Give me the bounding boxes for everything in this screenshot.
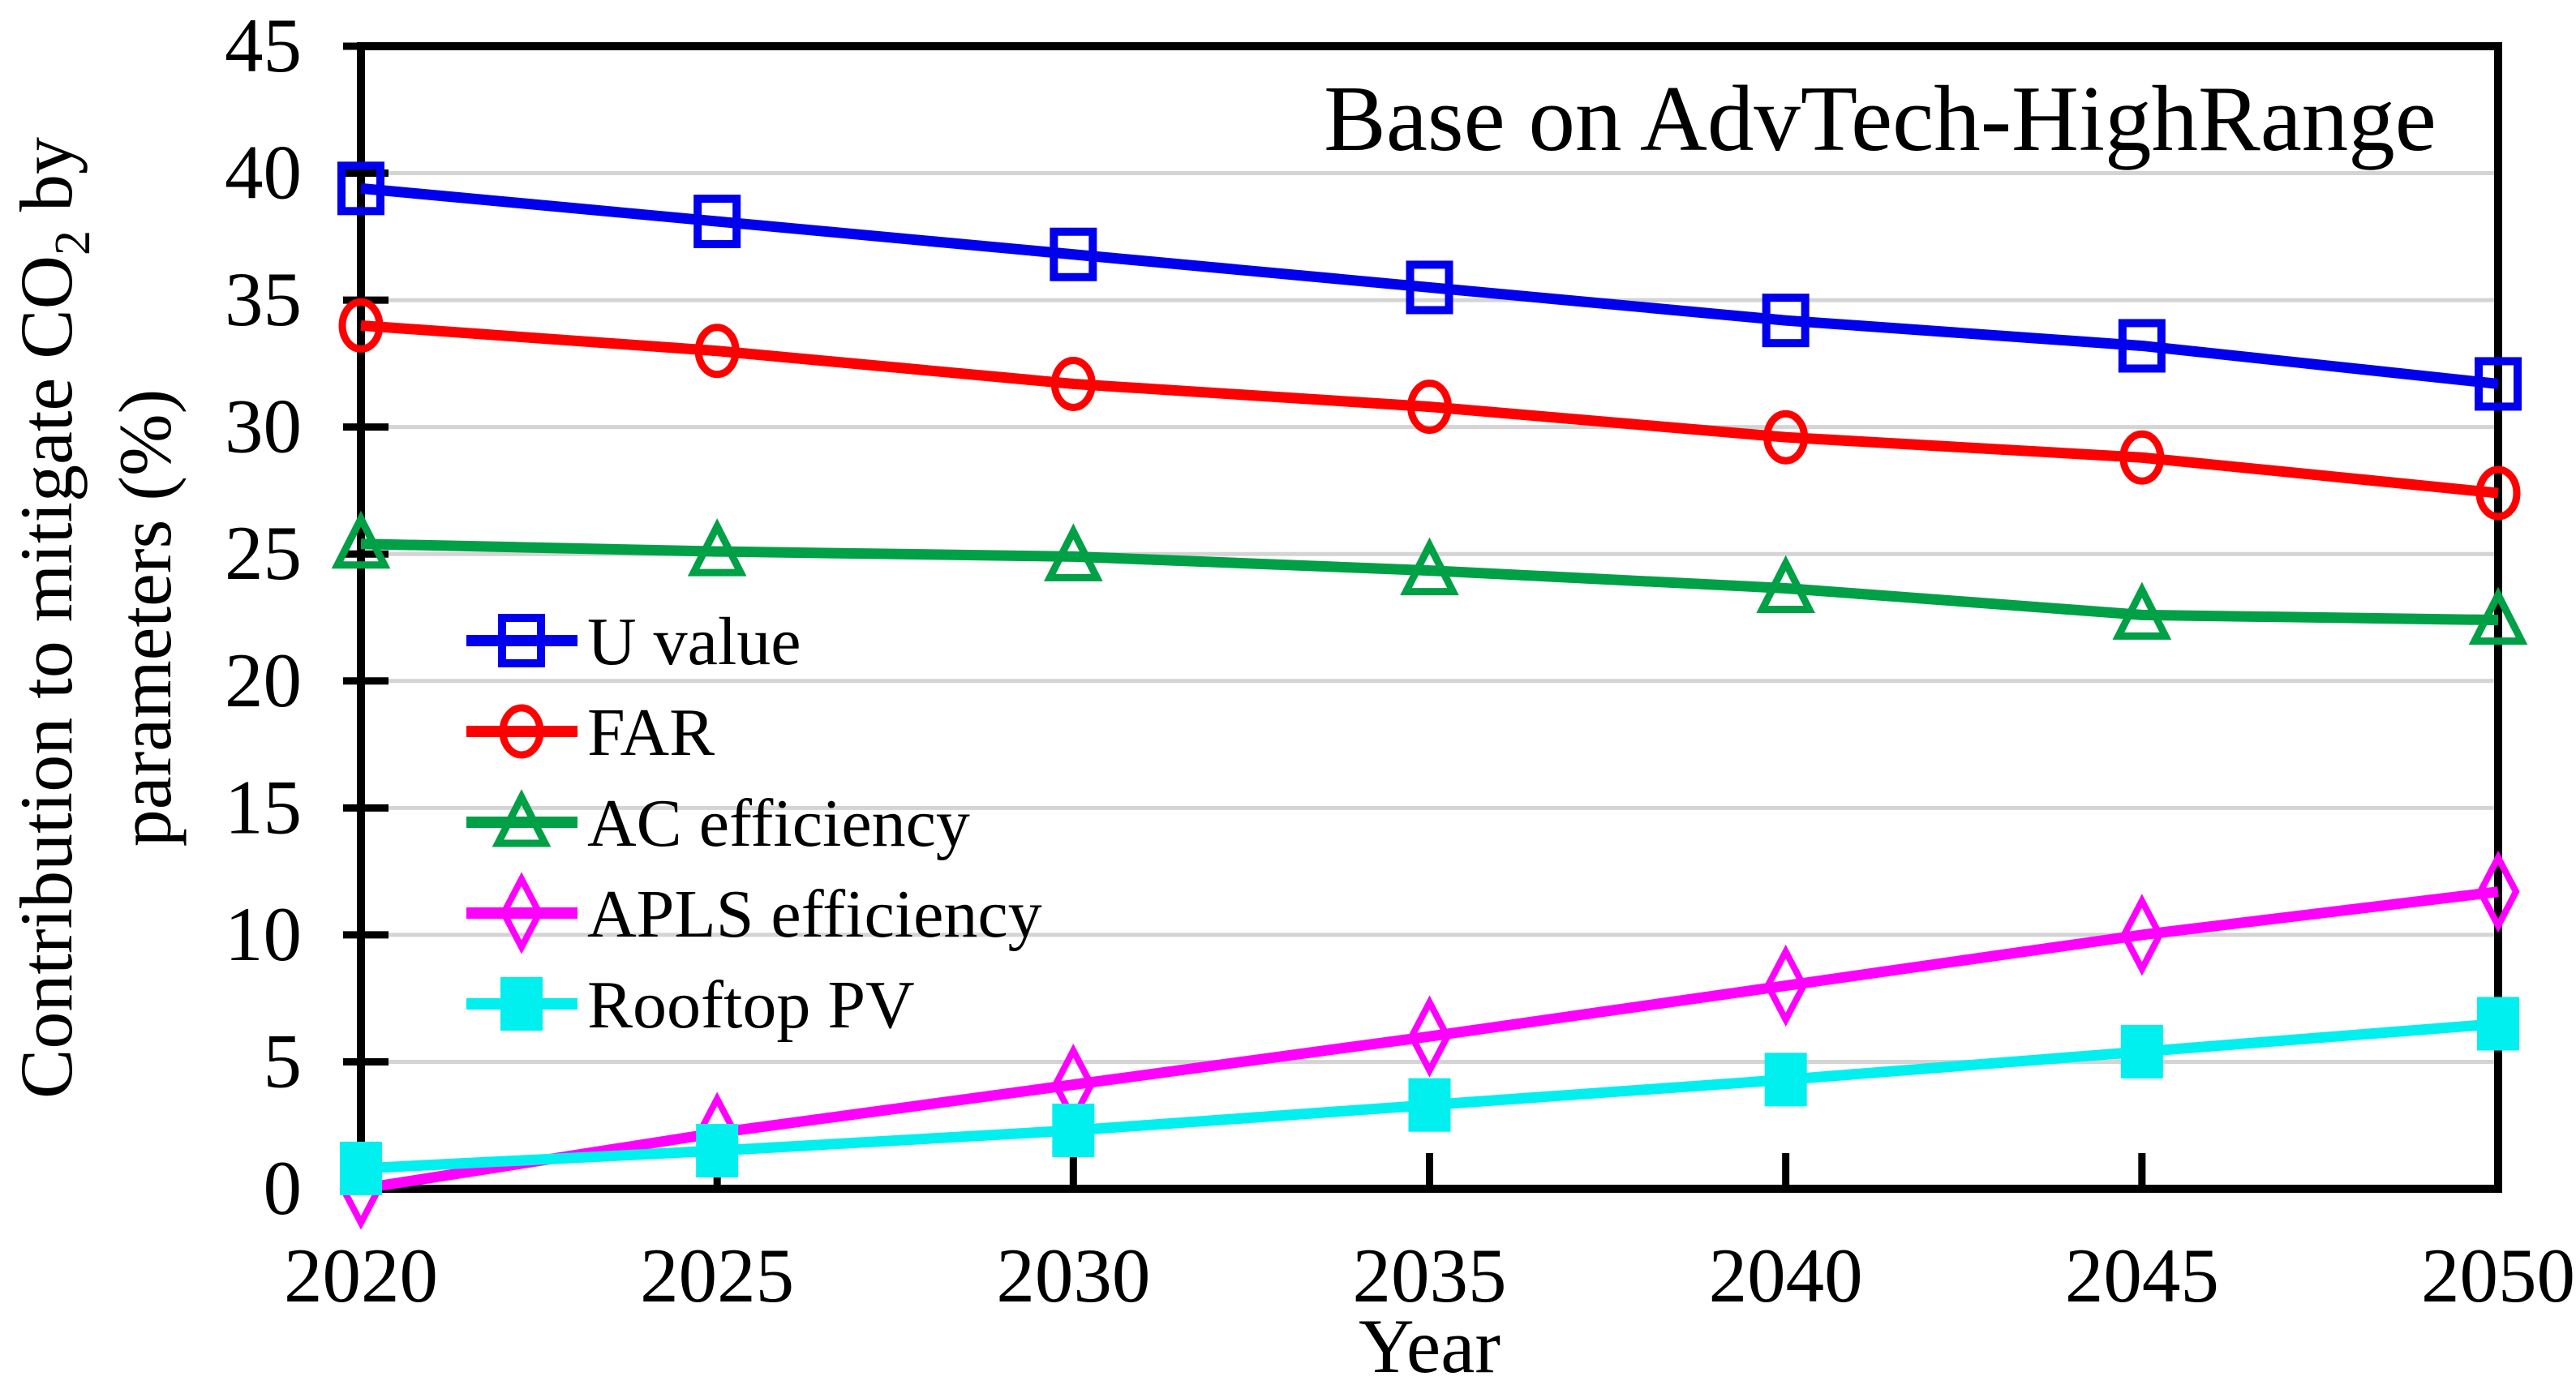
y-tick-label-20: 20 [225, 637, 302, 723]
y-tick-label-40: 40 [225, 130, 302, 216]
x-axis-title: Year [1359, 1303, 1501, 1385]
data-point-rooftop-pv-2050 [2477, 997, 2519, 1051]
data-point-ac-efficiency-2020 [331, 510, 391, 569]
legend-item-apls-efficiency: APLS efficiency [466, 872, 1042, 954]
y-tick-label-30: 30 [225, 384, 302, 470]
data-point-far-2050 [2475, 465, 2521, 521]
legend-marker-open-square [498, 614, 545, 667]
y-axis-title-text-end: by [5, 137, 88, 230]
y-tick-label-35: 35 [225, 256, 302, 342]
data-point-far-2025 [694, 324, 740, 379]
data-point-far-2045 [2119, 430, 2165, 485]
y-axis-title-line1: Contribution to mitigate CO2 by [5, 137, 101, 1099]
data-point-rooftop-pv-2030 [1052, 1103, 1095, 1157]
legend-label-0: U value [587, 604, 801, 680]
co2-subscript: 2 [45, 230, 101, 255]
data-point-apls-efficiency-2040 [1764, 944, 1808, 1027]
data-point-ac-efficiency-2050 [2468, 586, 2528, 645]
legend-marker-open-circle [499, 704, 544, 759]
series-line-0 [360, 182, 2499, 389]
chart-title: Base on AdvTech-HighRange [1324, 67, 2436, 170]
legend-item-far: FAR [466, 695, 715, 770]
data-point-far-2040 [1763, 409, 1809, 465]
y-axis-title-text: Contribution to mitigate CO [5, 255, 88, 1099]
legend-label-2: AC efficiency [587, 786, 970, 861]
series-ac-efficiency [331, 510, 2528, 645]
y-tick-label-5: 5 [264, 1018, 303, 1104]
data-point-rooftop-pv-2045 [2120, 1024, 2163, 1078]
data-point-apls-efficiency-2035 [1407, 995, 1452, 1078]
y-axis-title-line2: parameters (%) [104, 389, 187, 847]
data-point-u-value-2020 [337, 161, 384, 216]
data-point-ac-efficiency-2040 [1756, 555, 1816, 613]
data-point-ac-efficiency-2045 [2112, 581, 2172, 640]
legend-marker-open-diamond [500, 872, 543, 954]
x-tick-label-2035: 2035 [1353, 1233, 1507, 1319]
x-tick-label-2020: 2020 [284, 1233, 438, 1319]
legend-label-3: APLS efficiency [587, 877, 1042, 952]
data-point-far-2020 [338, 298, 384, 353]
y-tick-label-15: 15 [225, 764, 302, 850]
data-point-u-value-2025 [693, 195, 741, 249]
data-point-rooftop-pv-2020 [340, 1141, 382, 1195]
data-point-far-2030 [1050, 356, 1096, 411]
x-tick-label-2050: 2050 [2421, 1233, 2575, 1319]
legend-marker-filled-square [500, 977, 543, 1031]
x-tick-label-2040: 2040 [1709, 1233, 1863, 1319]
data-point-u-value-2040 [1762, 294, 1810, 348]
data-point-u-value-2030 [1050, 227, 1097, 281]
legend-item-rooftop-pv: Rooftop PV [466, 967, 915, 1043]
legend-label-4: Rooftop PV [587, 967, 915, 1043]
y-tick-label-25: 25 [225, 510, 302, 596]
series-far [338, 298, 2521, 521]
x-tick-label-2030: 2030 [996, 1233, 1150, 1319]
data-point-apls-efficiency-2045 [2120, 894, 2164, 976]
y-tick-label-0: 0 [264, 1145, 303, 1231]
series-line-1 [360, 319, 2499, 499]
data-point-rooftop-pv-2040 [1764, 1053, 1807, 1107]
legend-marker-open-triangle [492, 789, 552, 847]
series-line-2 [360, 538, 2499, 626]
data-point-far-2035 [1407, 379, 1452, 435]
data-point-ac-efficiency-2030 [1043, 523, 1103, 581]
data-point-u-value-2050 [2475, 357, 2522, 411]
series-u-value [337, 161, 2522, 411]
legend-label-1: FAR [587, 695, 715, 770]
legend-item-u-value: U value [466, 604, 801, 680]
data-point-u-value-2035 [1406, 260, 1453, 315]
data-point-rooftop-pv-2035 [1408, 1078, 1451, 1132]
data-point-apls-efficiency-2050 [2476, 851, 2520, 933]
y-tick-label-45: 45 [225, 2, 302, 88]
data-point-ac-efficiency-2025 [687, 518, 747, 577]
data-point-rooftop-pv-2025 [696, 1124, 739, 1178]
x-tick-label-2045: 2045 [2065, 1233, 2219, 1319]
data-point-ac-efficiency-2035 [1400, 537, 1459, 596]
data-point-u-value-2045 [2118, 319, 2166, 373]
y-tick-label-10: 10 [225, 891, 302, 977]
legend-item-ac-efficiency: AC efficiency [466, 786, 970, 861]
series-rooftop-pv [340, 997, 2519, 1195]
x-tick-label-2025: 2025 [640, 1233, 794, 1319]
